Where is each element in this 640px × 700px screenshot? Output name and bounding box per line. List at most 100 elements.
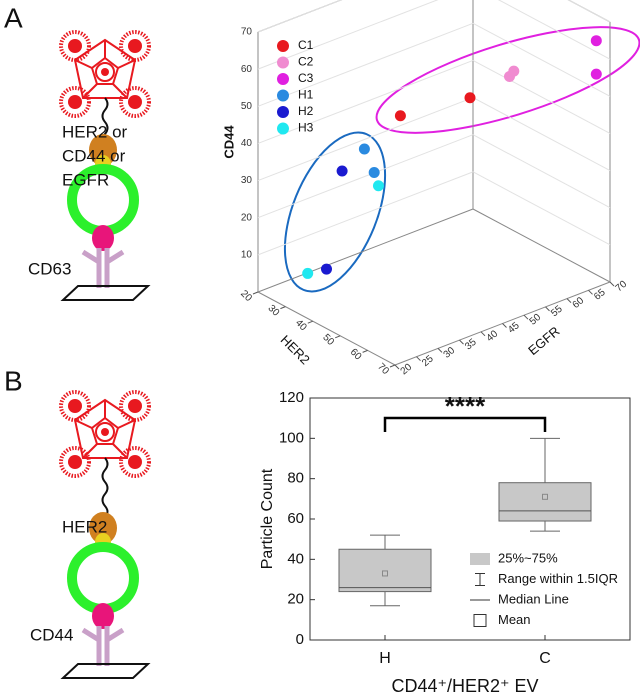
z-tick-label: 30 bbox=[241, 175, 253, 186]
legend-label: Median Line bbox=[498, 591, 569, 606]
grid-line bbox=[257, 97, 474, 182]
data-point bbox=[358, 143, 370, 155]
diagram-label: CD44 bbox=[30, 625, 73, 644]
x-tick-label: 50 bbox=[320, 332, 336, 348]
legend-marker bbox=[277, 89, 289, 102]
axis-title: HER2 bbox=[278, 332, 313, 367]
legend-label: H2 bbox=[298, 104, 314, 118]
z-tick-label: 70 bbox=[241, 27, 253, 38]
tick-mark bbox=[459, 339, 464, 345]
legend-label: H3 bbox=[298, 121, 314, 135]
z-tick-label: 40 bbox=[241, 138, 253, 149]
y-tick-label: 65 bbox=[592, 287, 608, 303]
grid-line bbox=[257, 134, 474, 219]
legend-marker bbox=[277, 73, 289, 85]
tick-mark bbox=[335, 335, 341, 339]
y-tick-label: 120 bbox=[279, 389, 304, 406]
data-point bbox=[590, 35, 602, 47]
tick-mark bbox=[609, 281, 615, 287]
y-tick-label: 55 bbox=[549, 303, 565, 319]
y-tick-label: 25 bbox=[420, 353, 436, 369]
legend-marker bbox=[277, 106, 289, 118]
axis-title: EGFR bbox=[525, 323, 562, 358]
x-tick-label: 60 bbox=[348, 347, 364, 363]
tick-mark bbox=[389, 364, 396, 368]
significance-bracket bbox=[383, 416, 547, 432]
cluster-ellipse bbox=[375, 26, 640, 134]
x-tick-label: 30 bbox=[266, 303, 282, 319]
z-tick-label: 10 bbox=[241, 249, 253, 260]
x-tick-label: 40 bbox=[293, 318, 309, 334]
legend-swatch bbox=[470, 553, 490, 565]
legend-swatch bbox=[475, 573, 485, 586]
grid-line bbox=[257, 22, 474, 107]
diagram-label: CD63 bbox=[28, 259, 71, 278]
y-tick-label: 60 bbox=[287, 510, 304, 527]
axis-title: Particle Count bbox=[259, 468, 276, 569]
tick-mark bbox=[437, 348, 443, 353]
box bbox=[498, 482, 592, 522]
y-tick-label: 0 bbox=[296, 631, 304, 648]
y-tick-label: 50 bbox=[528, 312, 544, 328]
y-tick-label: 30 bbox=[442, 345, 458, 361]
x-tick-label: H bbox=[379, 650, 391, 667]
tick-mark bbox=[252, 291, 259, 295]
data-point bbox=[508, 65, 520, 77]
grid-line bbox=[472, 171, 611, 246]
diagram-label: EGFR bbox=[62, 170, 109, 189]
y-tick-label: 45 bbox=[506, 320, 522, 336]
y-tick-label: 80 bbox=[287, 470, 304, 487]
grid-line bbox=[567, 0, 611, 23]
axis-title: CD44⁺/HER2⁺ EV bbox=[391, 676, 538, 696]
legend-label: C1 bbox=[298, 38, 314, 52]
nanoprobe bbox=[59, 390, 151, 518]
grid-line bbox=[472, 134, 611, 209]
grid-line bbox=[472, 97, 611, 172]
data-point bbox=[302, 267, 314, 279]
mean-marker bbox=[542, 493, 548, 500]
z-tick-label: 50 bbox=[241, 101, 253, 112]
y-tick-label: 60 bbox=[571, 295, 587, 311]
tick-mark bbox=[307, 320, 313, 324]
tick-mark bbox=[502, 323, 507, 328]
tick-mark bbox=[394, 364, 400, 370]
legend-label: C2 bbox=[298, 55, 314, 69]
z-tick-label: 20 bbox=[241, 212, 253, 223]
significance-label: **** bbox=[445, 391, 486, 421]
grid-line bbox=[257, 171, 474, 256]
panel-label: B bbox=[4, 365, 23, 396]
legend-label: C3 bbox=[298, 71, 314, 85]
grid-line bbox=[257, 59, 474, 144]
axis-frame bbox=[257, 291, 396, 366]
data-point bbox=[368, 167, 380, 179]
data-point bbox=[464, 92, 476, 104]
grid-line bbox=[472, 22, 611, 97]
legend-label: Range within 1.5IQR bbox=[498, 571, 618, 586]
legend-label: 25%~75% bbox=[498, 550, 558, 565]
data-point bbox=[372, 180, 384, 192]
diagram-label: CD44 or bbox=[62, 146, 126, 165]
y-tick-label: 20 bbox=[399, 361, 415, 377]
tick-mark bbox=[566, 298, 572, 303]
data-point bbox=[321, 263, 332, 275]
mean-marker bbox=[382, 570, 388, 577]
diagram-label: HER2 or bbox=[62, 122, 128, 141]
y-tick-label: 35 bbox=[463, 337, 479, 353]
y-tick-label: 40 bbox=[287, 550, 304, 567]
legend-swatch bbox=[473, 614, 487, 627]
axis-title: CD44 bbox=[221, 125, 236, 159]
tick-mark bbox=[480, 331, 486, 337]
legend-marker bbox=[277, 40, 289, 52]
data-point bbox=[394, 110, 406, 122]
tick-mark bbox=[523, 314, 529, 320]
axis-frame bbox=[472, 208, 611, 283]
data-point bbox=[590, 68, 602, 80]
grid-line bbox=[257, 0, 343, 33]
tick-mark bbox=[280, 306, 286, 310]
tick-mark bbox=[545, 306, 550, 312]
grid-line bbox=[257, 0, 439, 70]
cluster-ellipse bbox=[283, 131, 387, 293]
x-tick-label: C bbox=[539, 650, 551, 667]
box bbox=[338, 548, 432, 593]
